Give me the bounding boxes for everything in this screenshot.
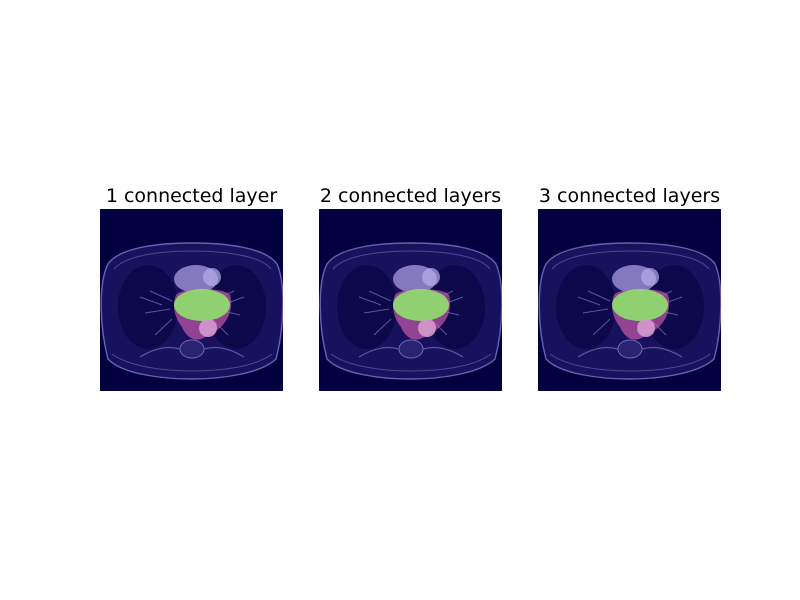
panel-title: 1 connected layer (105, 185, 278, 207)
panel-3: 3 connected layers (538, 183, 721, 391)
ct-scan-image (100, 209, 283, 391)
panel-title: 2 connected layers (319, 185, 502, 207)
ct-scan-image (319, 209, 502, 391)
panel-1: 1 connected layer (100, 183, 283, 391)
ct-scan-image (538, 209, 721, 391)
panel-title: 3 connected layers (538, 185, 721, 207)
panel-2: 2 connected layers (319, 183, 502, 391)
